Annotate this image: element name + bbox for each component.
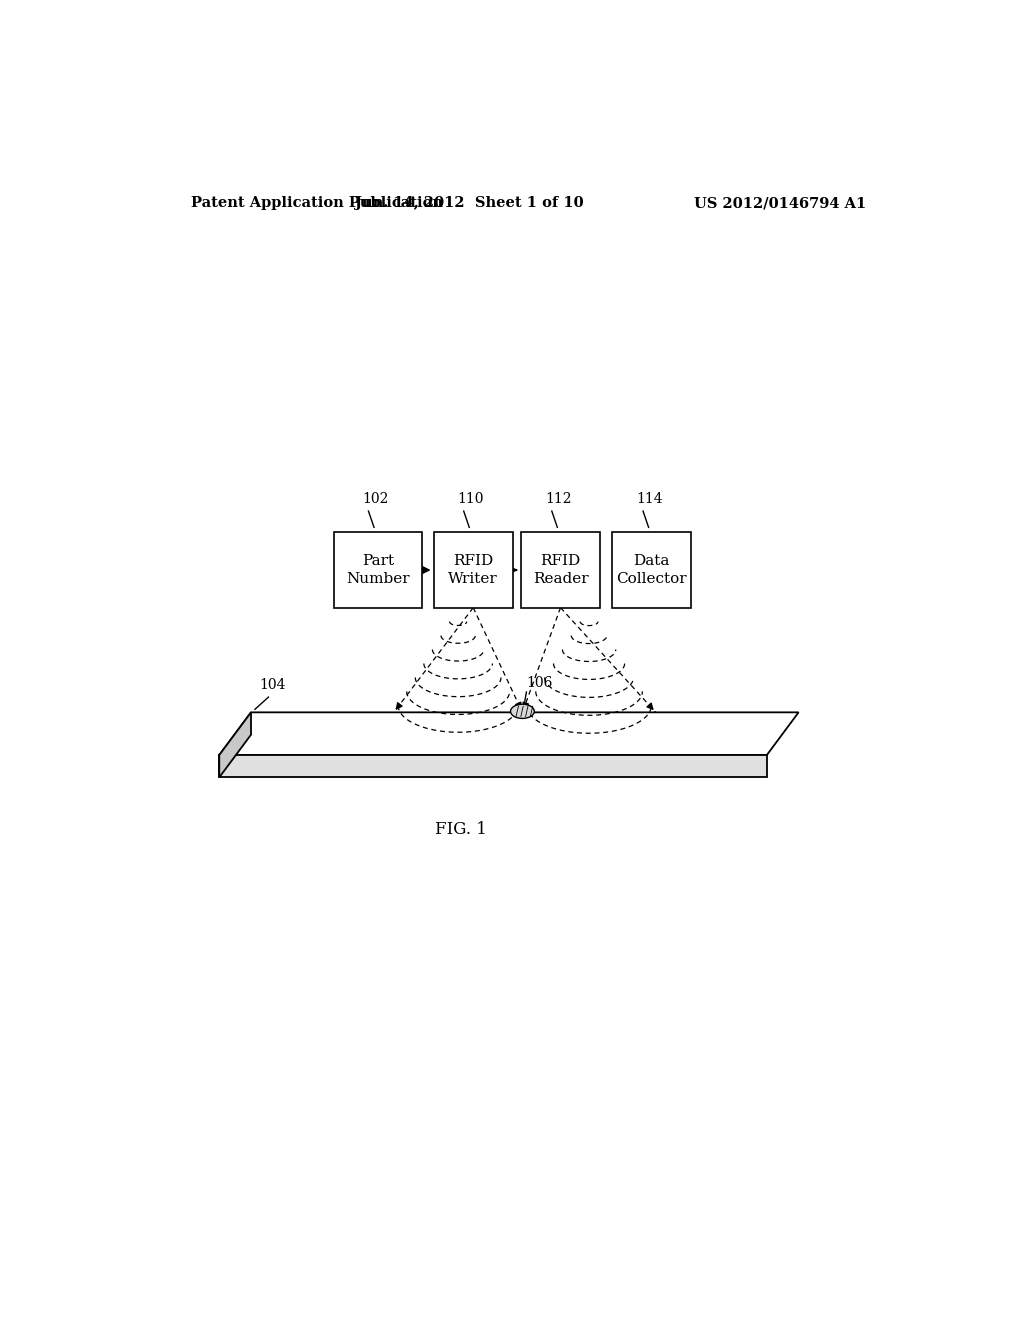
FancyBboxPatch shape bbox=[433, 532, 513, 609]
Text: Part
Number: Part Number bbox=[346, 554, 410, 586]
Text: 102: 102 bbox=[362, 492, 388, 506]
FancyBboxPatch shape bbox=[521, 532, 600, 609]
Text: 104: 104 bbox=[259, 678, 286, 692]
FancyBboxPatch shape bbox=[612, 532, 691, 609]
Text: Patent Application Publication: Patent Application Publication bbox=[191, 197, 443, 210]
Polygon shape bbox=[219, 755, 767, 777]
Text: RFID
Writer: RFID Writer bbox=[449, 554, 498, 586]
Text: 106: 106 bbox=[526, 676, 553, 690]
Text: Jun. 14, 2012  Sheet 1 of 10: Jun. 14, 2012 Sheet 1 of 10 bbox=[355, 197, 584, 210]
Text: 112: 112 bbox=[546, 492, 572, 506]
Text: 110: 110 bbox=[458, 492, 484, 506]
Ellipse shape bbox=[511, 704, 535, 718]
Text: FIG. 1: FIG. 1 bbox=[435, 821, 487, 838]
Text: 114: 114 bbox=[637, 492, 664, 506]
FancyBboxPatch shape bbox=[334, 532, 422, 609]
Text: Data
Collector: Data Collector bbox=[616, 554, 687, 586]
Text: RFID
Reader: RFID Reader bbox=[532, 554, 589, 586]
Polygon shape bbox=[219, 713, 251, 777]
Text: US 2012/0146794 A1: US 2012/0146794 A1 bbox=[694, 197, 866, 210]
Polygon shape bbox=[219, 713, 799, 755]
